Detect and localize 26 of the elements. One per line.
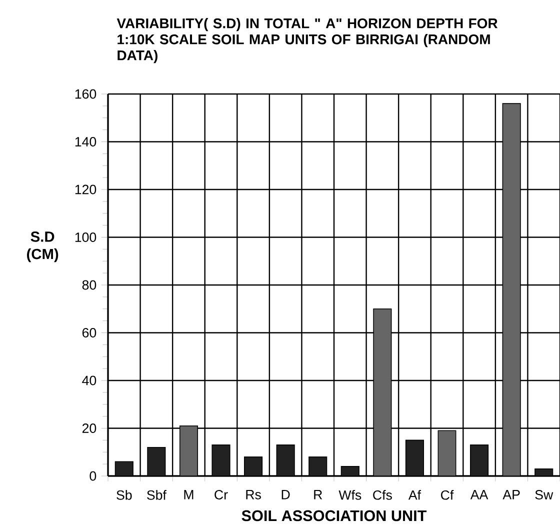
y-tick-label: 0 <box>90 471 96 481</box>
x-tick-label: Cf <box>441 490 454 500</box>
y-tick-label: 120 <box>75 184 96 194</box>
y-axis-title: S.D (CM) <box>27 231 58 262</box>
x-tick-label: Rs <box>246 490 261 500</box>
y-tick-label: 160 <box>75 89 96 99</box>
y-tick-label: 60 <box>82 328 96 338</box>
x-tick-label: R <box>314 490 322 500</box>
x-tick-label: Cfs <box>373 490 392 500</box>
y-tick-label: 140 <box>75 137 96 146</box>
x-tick-label: M <box>184 490 194 500</box>
x-axis-title: SOIL ASSOCIATION UNIT <box>242 510 427 522</box>
x-tick-label: Sbf <box>147 490 166 500</box>
x-tick-label: Cr <box>214 490 228 500</box>
y-tick-label: 80 <box>82 280 96 290</box>
x-tick-label: D <box>282 490 290 500</box>
x-tick-label: AP <box>502 490 520 500</box>
x-tick-label: Af <box>408 490 422 500</box>
y-tick-label: 40 <box>82 376 96 386</box>
x-tick-label: Sb <box>116 490 132 500</box>
x-tick-label: Wfs <box>338 490 362 500</box>
x-tick-label: AA <box>470 490 488 500</box>
y-tick-label: 100 <box>75 232 96 242</box>
chart-title: VARIABILITY( S.D) IN TOTAL " A" HORIZON DEPTH FOR 1:10K SCALE SOIL MAP UNITS OF BIRRIGAI (RANDOM DATA) <box>116 18 498 64</box>
x-tick-label: Sw <box>535 490 554 500</box>
y-tick-label: 20 <box>82 424 96 433</box>
